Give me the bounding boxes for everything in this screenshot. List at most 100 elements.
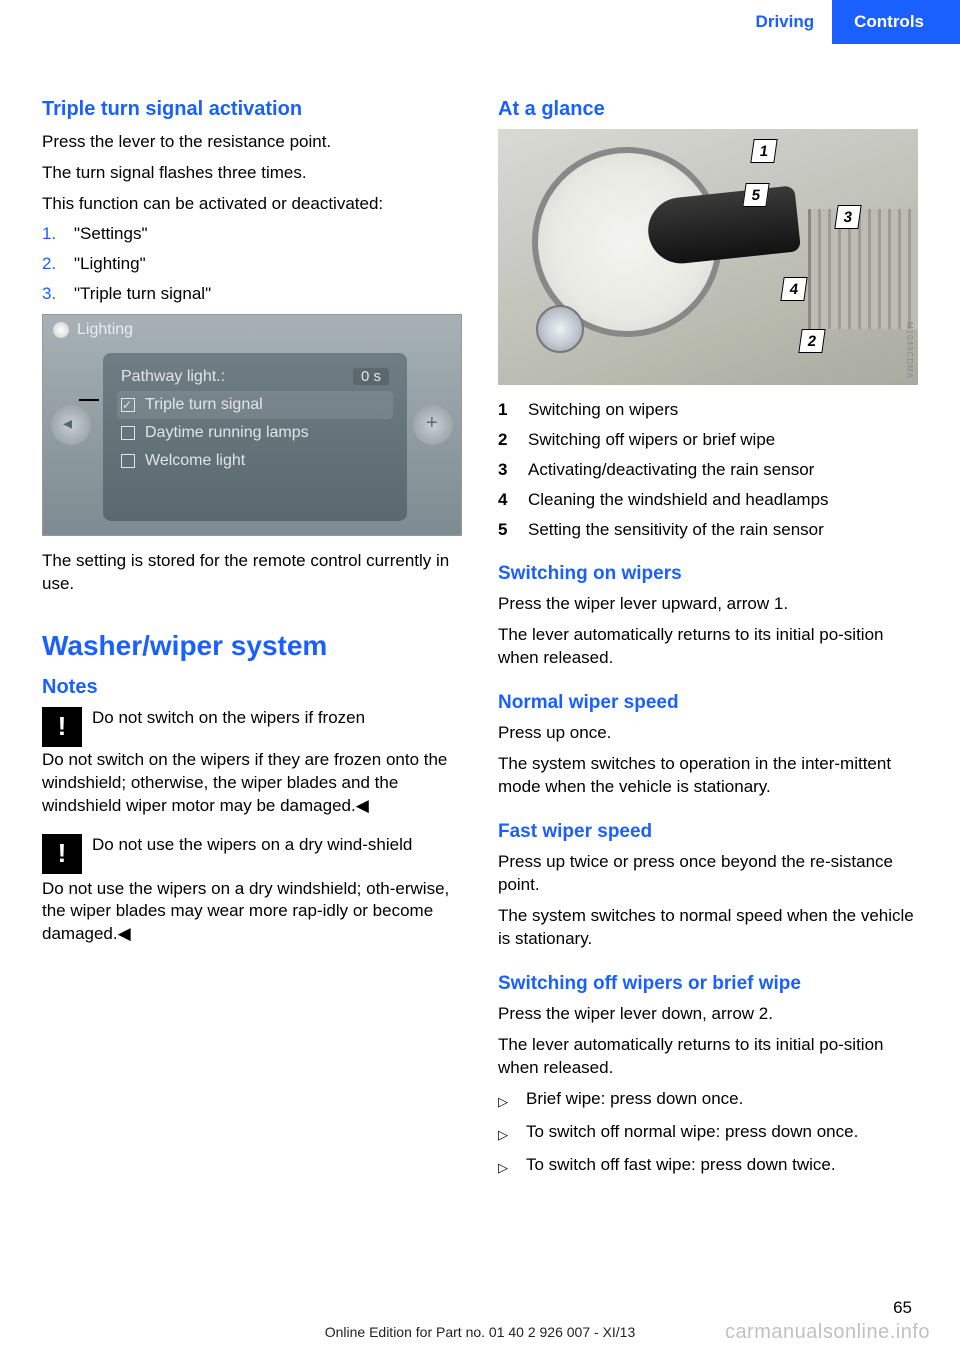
- header-section-left: Driving: [738, 0, 833, 44]
- heading-notes: Notes: [42, 676, 462, 699]
- bullet-row: ▷ To switch off normal wipe: press down …: [498, 1121, 918, 1144]
- step-text: "Settings": [74, 224, 148, 244]
- column-left: Triple turn signal activation Press the …: [42, 98, 462, 1186]
- bullet-text: Brief wipe: press down once.: [526, 1088, 743, 1111]
- step-number: 2.: [42, 254, 74, 274]
- screenshot-row-label: Pathway light.:: [121, 368, 225, 386]
- def-row: 4 Cleaning the windshield and headlamps: [498, 489, 918, 511]
- def-num: 5: [498, 519, 528, 541]
- page-header: Driving Controls: [0, 0, 960, 44]
- watermark: carmanualsonline.info: [725, 1321, 930, 1344]
- def-num: 4: [498, 489, 528, 511]
- bullet-text: To switch off normal wipe: press down on…: [526, 1121, 858, 1144]
- screenshot-title-text: Lighting: [77, 321, 133, 339]
- triple-steps-list: 1. "Settings" 2. "Lighting" 3. "Triple t…: [42, 224, 462, 304]
- warning-title: Do not use the wipers on a dry wind‐shie…: [92, 834, 412, 874]
- photo-label: 5: [742, 183, 769, 207]
- def-num: 1: [498, 399, 528, 421]
- screenshot-row-value: 0 s: [353, 368, 389, 385]
- step-row: 2. "Lighting": [42, 254, 462, 274]
- screenshot-row-label: Triple turn signal: [145, 396, 263, 414]
- page-content: Triple turn signal activation Press the …: [0, 44, 960, 1186]
- warning-frozen: ! Do not switch on the wipers if frozen: [42, 707, 462, 747]
- heading-normal-speed: Normal wiper speed: [498, 692, 918, 714]
- bullet-icon: ▷: [498, 1154, 526, 1177]
- triple-p2: The turn signal flashes three times.: [42, 162, 462, 185]
- callout-pointer-icon: [79, 389, 101, 413]
- screenshot-row-label: Daytime running lamps: [145, 424, 309, 442]
- normal-p2: The system switches to operation in the …: [498, 753, 918, 799]
- def-num: 2: [498, 429, 528, 451]
- column-right: At a glance 1 5 3 4 2 M1049CDMA 1 Switching …: [498, 98, 918, 1186]
- warning-frozen-body: Do not switch on the wipers if they are …: [42, 749, 462, 818]
- switch-off-p1: Press the wiper lever down, arrow 2.: [498, 1003, 918, 1026]
- switch-off-bullets: ▷ Brief wipe: press down once. ▷ To swit…: [498, 1088, 918, 1177]
- heading-triple-turn: Triple turn signal activation: [42, 98, 462, 121]
- warning-icon: !: [42, 707, 82, 747]
- def-row: 2 Switching off wipers or brief wipe: [498, 429, 918, 451]
- warning-icon: !: [42, 834, 82, 874]
- heading-washer-wiper: Washer/wiper system: [42, 630, 462, 662]
- checkbox-icon: [121, 454, 135, 468]
- bulb-icon: [53, 322, 69, 338]
- warning-title: Do not switch on the wipers if frozen: [92, 707, 365, 747]
- screenshot-panel: Pathway light.: 0 s Triple turn signal D…: [103, 353, 407, 521]
- step-text: "Lighting": [74, 254, 146, 274]
- screenshot-row: Pathway light.: 0 s: [117, 363, 393, 391]
- heading-fast-speed: Fast wiper speed: [498, 821, 918, 843]
- warning-dry: ! Do not use the wipers on a dry wind‐sh…: [42, 834, 462, 874]
- step-row: 1. "Settings": [42, 224, 462, 244]
- step-number: 1.: [42, 224, 74, 244]
- bullet-icon: ▷: [498, 1088, 526, 1111]
- switch-on-p2: The lever automatically returns to its i…: [498, 624, 918, 670]
- screenshot-title: Lighting: [53, 321, 133, 339]
- step-row: 3. "Triple turn signal": [42, 284, 462, 304]
- checkbox-icon: [121, 426, 135, 440]
- knob-right-icon: [413, 405, 453, 445]
- triple-p4: The setting is stored for the remote con…: [42, 550, 462, 596]
- bullet-icon: ▷: [498, 1121, 526, 1144]
- step-number: 3.: [42, 284, 74, 304]
- def-row: 5 Setting the sensitivity of the rain se…: [498, 519, 918, 541]
- normal-p1: Press up once.: [498, 722, 918, 745]
- photo-label: 2: [798, 329, 825, 353]
- step-text: "Triple turn signal": [74, 284, 211, 304]
- switch-off-p2: The lever automatically returns to its i…: [498, 1034, 918, 1080]
- triple-p3: This function can be activated or deacti…: [42, 193, 462, 216]
- def-text: Switching on wipers: [528, 399, 678, 421]
- screenshot-row: Welcome light: [117, 447, 393, 475]
- def-num: 3: [498, 459, 528, 481]
- screenshot-row-selected: Triple turn signal: [117, 391, 393, 419]
- vent-icon: [808, 209, 918, 329]
- photo-code: M1049CDMA: [905, 322, 914, 379]
- heading-switching-off: Switching off wipers or brief wipe: [498, 973, 918, 995]
- def-text: Activating/deactivating the rain sensor: [528, 459, 814, 481]
- photo-label: 4: [780, 277, 807, 301]
- bullet-text: To switch off fast wipe: press down twic…: [526, 1154, 836, 1177]
- idrive-screenshot: Lighting Pathway light.: 0 s Triple turn…: [42, 314, 462, 536]
- def-text: Cleaning the windshield and headlamps: [528, 489, 829, 511]
- fast-p1: Press up twice or press once beyond the …: [498, 851, 918, 897]
- page-number: 65: [893, 1298, 912, 1318]
- warning-dry-body: Do not use the wipers on a dry windshiel…: [42, 878, 462, 947]
- switch-on-p1: Press the wiper lever upward, arrow 1.: [498, 593, 918, 616]
- screenshot-row: Daytime running lamps: [117, 419, 393, 447]
- def-text: Setting the sensitivity of the rain sens…: [528, 519, 824, 541]
- bmw-badge-icon: [536, 305, 584, 353]
- heading-at-a-glance: At a glance: [498, 98, 918, 121]
- glance-definitions: 1 Switching on wipers 2 Switching off wi…: [498, 399, 918, 541]
- def-row: 1 Switching on wipers: [498, 399, 918, 421]
- fast-p2: The system switches to normal speed when…: [498, 905, 918, 951]
- def-text: Switching off wipers or brief wipe: [528, 429, 775, 451]
- header-section-right: Controls: [832, 0, 960, 44]
- screenshot-row-label: Welcome light: [145, 452, 245, 470]
- triple-p1: Press the lever to the resistance point.: [42, 131, 462, 154]
- heading-switching-on: Switching on wipers: [498, 563, 918, 585]
- checkbox-icon: [121, 398, 135, 412]
- wiper-stalk-photo: 1 5 3 4 2 M1049CDMA: [498, 129, 918, 385]
- photo-label: 1: [750, 139, 777, 163]
- bullet-row: ▷ Brief wipe: press down once.: [498, 1088, 918, 1111]
- photo-label: 3: [834, 205, 861, 229]
- bullet-row: ▷ To switch off fast wipe: press down tw…: [498, 1154, 918, 1177]
- def-row: 3 Activating/deactivating the rain senso…: [498, 459, 918, 481]
